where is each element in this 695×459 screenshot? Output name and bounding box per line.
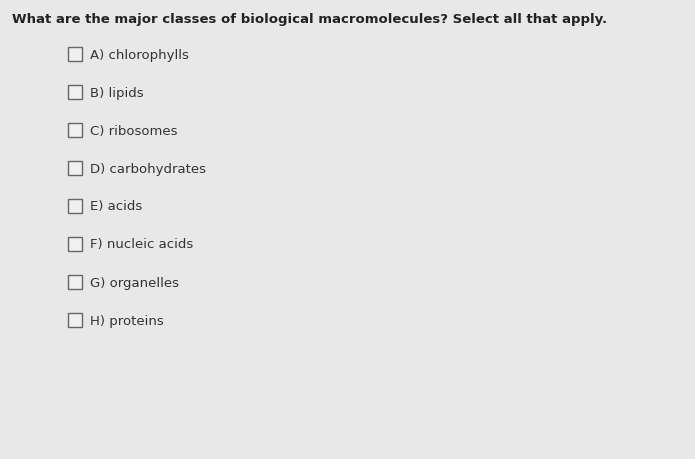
Text: H) proteins: H) proteins [90, 314, 164, 327]
FancyBboxPatch shape [68, 313, 82, 327]
Text: C) ribosomes: C) ribosomes [90, 124, 177, 137]
Text: B) lipids: B) lipids [90, 86, 144, 99]
Text: D) carbohydrates: D) carbohydrates [90, 162, 206, 175]
FancyBboxPatch shape [68, 237, 82, 252]
Text: F) nucleic acids: F) nucleic acids [90, 238, 193, 251]
FancyBboxPatch shape [68, 200, 82, 213]
Text: G) organelles: G) organelles [90, 276, 179, 289]
FancyBboxPatch shape [68, 86, 82, 100]
FancyBboxPatch shape [68, 162, 82, 176]
Text: What are the major classes of biological macromolecules? Select all that apply.: What are the major classes of biological… [12, 13, 607, 26]
Text: E) acids: E) acids [90, 200, 142, 213]
FancyBboxPatch shape [68, 48, 82, 62]
FancyBboxPatch shape [68, 124, 82, 138]
Text: A) chlorophylls: A) chlorophylls [90, 48, 189, 62]
FancyBboxPatch shape [68, 275, 82, 289]
